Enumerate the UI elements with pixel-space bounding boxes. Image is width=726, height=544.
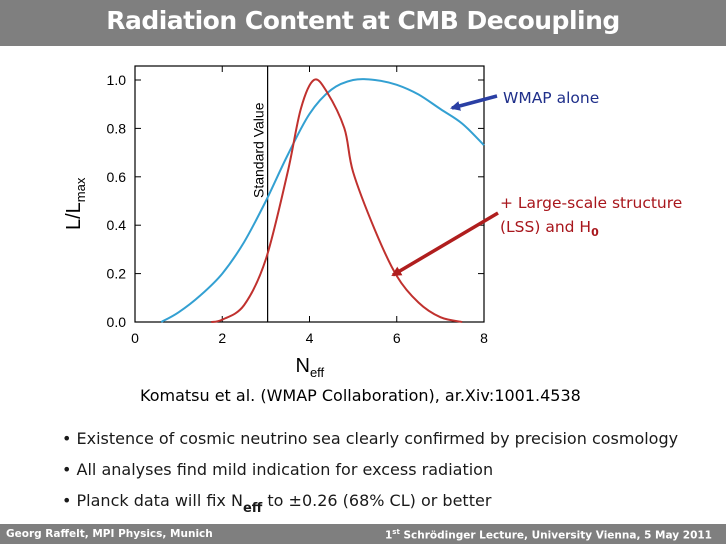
y-tick-label: 0.0: [107, 314, 127, 330]
x-tick-label: 2: [218, 330, 226, 346]
x-tick-label: 4: [306, 330, 314, 346]
bullet-text-prefix: • Planck data will fix N: [62, 491, 243, 510]
lss-curve: [211, 78, 463, 323]
bullet-neff-sub: eff: [242, 501, 263, 516]
x-axis-label: Neff: [296, 355, 325, 380]
bullet-item: • Planck data will fix Neff to ±0.26 (68…: [62, 485, 678, 516]
lss-annotation-text: (LSS) and H: [500, 218, 592, 236]
x-tick-label: 6: [393, 330, 401, 346]
footer-event-num: 1: [384, 529, 393, 542]
y-tick-label: 0.2: [107, 266, 127, 282]
citation: Komatsu et al. (WMAP Collaboration), ar.…: [140, 386, 581, 405]
y-axis-label: L/Lmax: [63, 177, 88, 230]
slide-title: Radiation Content at CMB Decoupling: [106, 6, 620, 35]
title-bar: [0, 0, 726, 46]
lss-arrow: [391, 211, 499, 277]
x-tick-label: 8: [480, 330, 488, 346]
footer-event-text: Schrödinger Lecture, University Vienna, …: [399, 529, 712, 542]
y-tick-label: 0.8: [107, 120, 127, 136]
plot-frame: [134, 65, 485, 323]
bullet-text-suffix: to ±0.26 (68% CL) or better: [262, 491, 492, 510]
wmap-arrow: [450, 94, 498, 111]
standard-value-label: Standard Value: [251, 102, 267, 198]
x-tick-label: 0: [131, 330, 139, 346]
bullet-list: • Existence of cosmic neutrino sea clear…: [62, 423, 678, 516]
footer-event-sup: st: [392, 528, 400, 536]
wmap-annotation: WMAP alone: [503, 89, 600, 107]
footer-bar: Georg Raffelt, MPI Physics, Munich 1st S…: [0, 524, 726, 544]
lss-annotation-line1: + Large-scale structure: [500, 194, 683, 212]
wmap-curve: [160, 78, 485, 323]
bullet-item: • All analyses find mild indication for …: [62, 460, 494, 479]
bullet-item: • Existence of cosmic neutrino sea clear…: [62, 429, 679, 448]
lss-annotation-sub: 0: [591, 226, 599, 240]
y-tick-label: 0.4: [107, 217, 127, 233]
y-tick-label: 1.0: [107, 72, 127, 88]
y-tick-label: 0.6: [107, 169, 127, 185]
footer-author: Georg Raffelt, MPI Physics, Munich: [6, 528, 213, 540]
lss-annotation-line2: (LSS) and H0: [500, 215, 599, 245]
footer-event: 1st Schrödinger Lecture, University Vien…: [385, 528, 712, 542]
